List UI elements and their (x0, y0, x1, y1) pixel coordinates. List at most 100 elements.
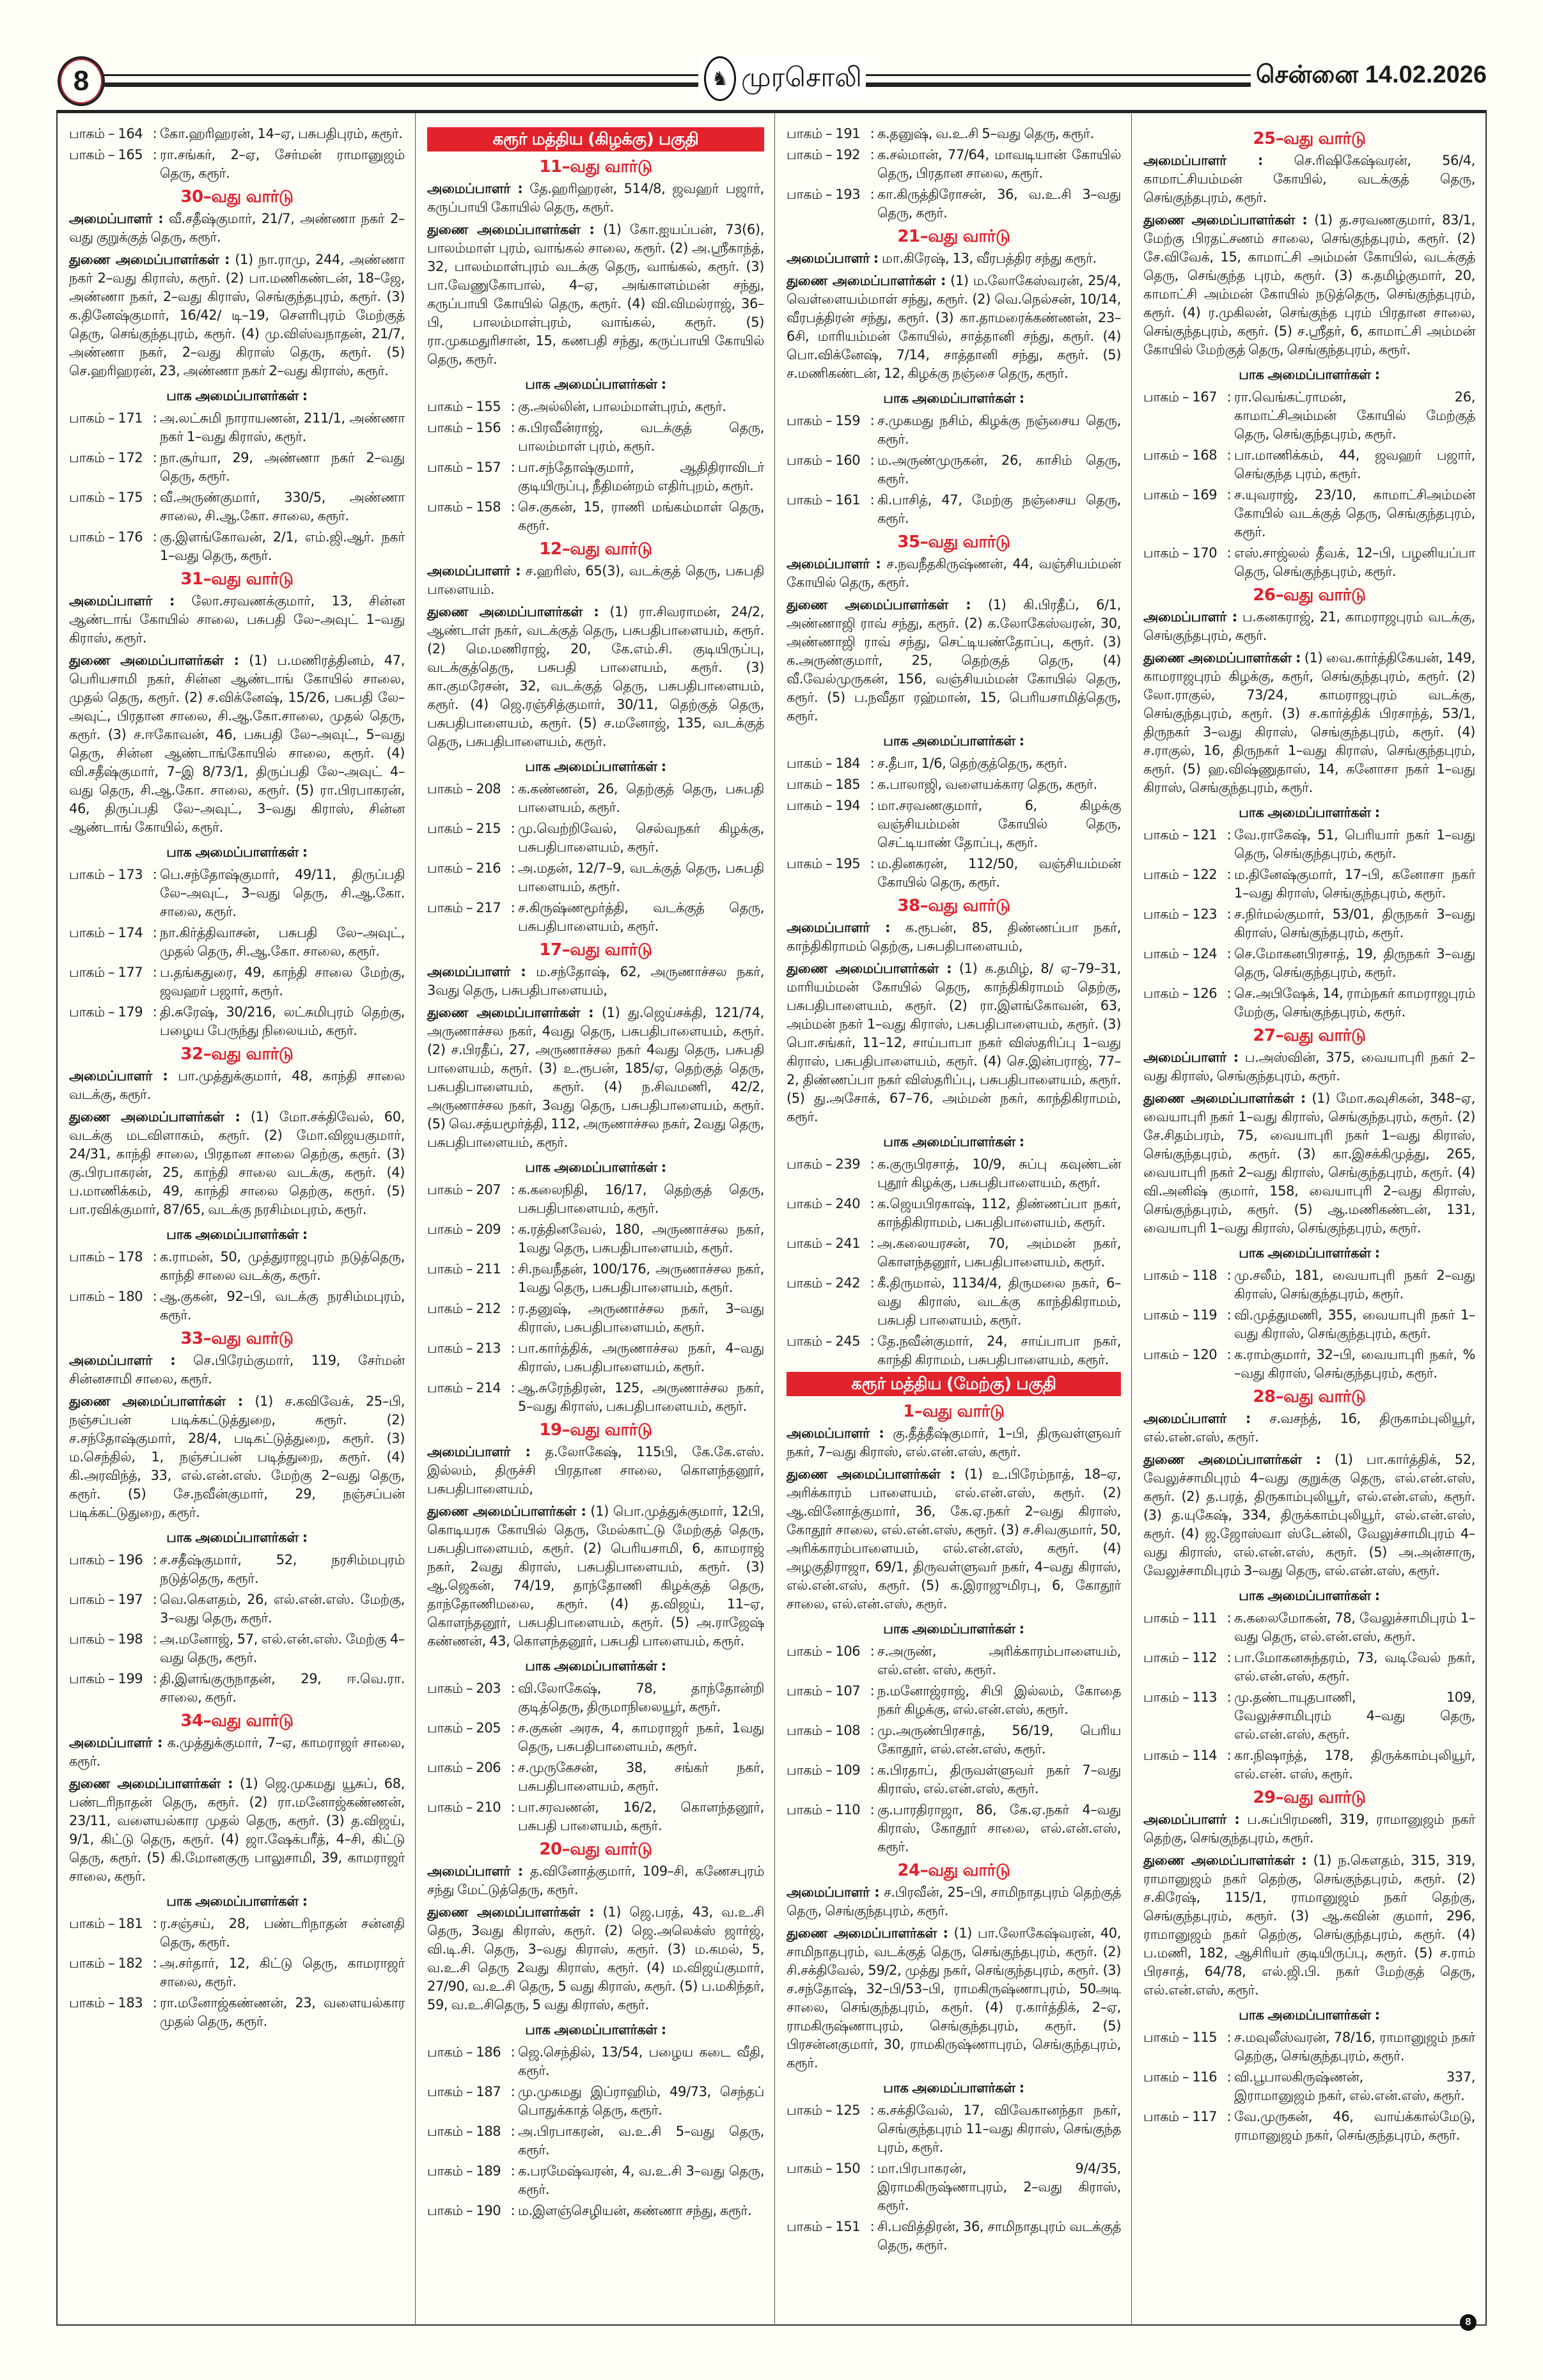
part-organizer: க.தனுஷ், வ.உ.சி 5–வது தெரு, கரூர். (877, 126, 1094, 141)
part-organizer: கு.அல்லின், பாலம்மாள்புரம், கரூர். (518, 399, 726, 414)
part-entry: பாகம் – 208: க.கண்ணன், 26, தெற்குத் தெரு,… (427, 780, 764, 817)
organizer-paragraph: அமைப்பாளர் : வீ.சதீஷ்குமார், 21/7, அண்ணா… (69, 210, 405, 247)
separator-colon: : (870, 492, 875, 508)
part-organizer: ஆ.சுரேந்திரன், 125, அருணாச்சல நகர், 5–வத… (518, 1380, 764, 1414)
part-number: பாகம் – 183 (69, 1995, 143, 2011)
separator-colon: : (1226, 906, 1232, 922)
separator-colon: : (510, 1720, 515, 1736)
part-number: பாகம் – 182 (69, 1956, 143, 1971)
part-organizer: க.கலைநிதி, 16/17, தெற்குத் தெரு, பசுபதிப… (518, 1182, 764, 1216)
organizer-details: (1) வை.கார்த்திகேயன், 149, காமராஜபுரம் க… (1143, 650, 1475, 795)
organizer-details: (1) மோ.கவுசிகன், 348–ஏ, வையாபுரி நகர் 1–… (1143, 1091, 1476, 1236)
part-organizer: அ.மதன், 12/7–9, வடக்குத் தெரு, பசுபதி பா… (518, 860, 764, 894)
role-label: அமைப்பாளர் : (69, 1068, 168, 1084)
ward-heading: 31–வது வார்டு (180, 570, 294, 589)
part-organizer: மு.முகமது இப்ராஹிம், 49/73, செந்தப் பொது… (518, 2084, 764, 2118)
column-divider (1131, 113, 1132, 2326)
part-number: பாகம் – 168 (1143, 447, 1218, 463)
organizer-paragraph: அமைப்பாளர் : ச.ஹரிஸ், 65(3), வடக்குத் தெ… (427, 562, 764, 599)
part-organizer: கு.இளங்கோவன், 2/1, எம்.ஜி.ஆர். நகர் 1–வத… (160, 529, 405, 563)
separator-colon: : (152, 1289, 157, 1304)
organizer-paragraph: அமைப்பாளர் : ப.கனகராஜ், 21, காமராஜபுரம் … (1143, 608, 1475, 645)
part-organizer: க.குருபிரசாத், 10/9, சுப்பு கவுண்டன் புத… (877, 1156, 1121, 1190)
separator-colon: : (510, 2044, 515, 2060)
ward-heading: 12–வது வார்டு (539, 540, 652, 559)
role-label: அமைப்பாளர் : (1143, 1050, 1239, 1065)
newspaper-title: முரசொலி (741, 61, 862, 93)
ward-heading: 11–வது வார்டு (539, 157, 652, 176)
separator-colon: : (152, 410, 157, 426)
part-organizer: க.கண்ணன், 26, தெற்குத் தெரு, பசுபதி பாளை… (518, 781, 764, 815)
role-label: அமைப்பாளர் : (787, 251, 879, 266)
separator-colon: : (152, 925, 157, 940)
part-number: பாகம் – 194 (787, 798, 861, 813)
part-organizers-heading: பாக அமைப்பாளர்கள் : (883, 2080, 1024, 2096)
separator-colon: : (510, 1261, 515, 1277)
part-number: பாகம் – 184 (787, 756, 861, 771)
organizer-paragraph: அமைப்பாளர் : ம.சந்தோஷ், 62, அருணாச்சல நக… (427, 963, 764, 1000)
separator-colon: : (870, 777, 875, 792)
part-number: பாகம் – 196 (69, 1552, 143, 1567)
separator-colon: : (870, 1236, 875, 1251)
part-entry: பாகம் – 239: க.குருபிரசாத், 10/9, சுப்பு … (787, 1155, 1121, 1192)
column-1: பாகம் – 164: கோ.ஹரிஹரன், 14–ஏ, பசுபதிபுரம… (58, 113, 415, 2034)
separator-colon: : (510, 900, 515, 915)
part-organizer: ம.அருண்முருகன், 26, காசிம் தெரு, கரூர். (877, 453, 1121, 486)
part-organizer: பா.சந்தோஷ்குமார், ஆதிதிராவிடர் குடியிருப… (518, 460, 764, 494)
separator-colon: : (152, 867, 157, 882)
part-organizer: க.சக்திவேல், 17, விவேகானந்தா நகர், செங்க… (877, 2103, 1121, 2155)
part-organizer: பா.மோகனசுந்தரம், 73, வடிவேல் நகர், எல்.எ… (1234, 1650, 1475, 1684)
part-organizer: செ.அபிஷேக், 14, ராம்நகர் காமராஜபுரம் மேற… (1234, 986, 1475, 1020)
part-entry: பாகம் – 216: அ.மதன், 12/7–9, வடக்குத் தெர… (427, 859, 764, 896)
role-label: அமைப்பாளர் : (427, 1863, 523, 1879)
separator-colon: : (510, 1182, 515, 1197)
page-number-badge: 8 (58, 56, 105, 106)
organizer-details: வீ.சதீஷ்குமார், 21/7, அண்ணா நகர் 2–வது க… (69, 211, 405, 245)
organizer-paragraph: துணை அமைப்பாளர்கள் : (1) ஜெ.பரத், 43, வ.… (427, 1903, 764, 2014)
part-entry: பாகம் – 158: செ.குகன், 15, ராணி மங்கம்மாள… (427, 498, 764, 535)
part-organizer: அ.சர்தார், 12, கிட்டு தெரு, காமராஜர் சால… (160, 1956, 405, 1989)
part-entry: பாகம் – 209: க.ரத்தினவேல், 180, அருணாச்சல… (427, 1220, 764, 1257)
part-number: பாகம் – 172 (69, 450, 143, 465)
part-entry: பாகம் – 164: கோ.ஹரிஹரன், 14–ஏ, பசுபதிபுரம… (69, 125, 405, 143)
masthead-rule-left (104, 74, 698, 87)
part-organizer: ப.தங்கதுரை, 49, காந்தி சாலை மேற்கு, ஜவஹர… (160, 965, 405, 999)
organizer-details: ப.அஸ்வின், 375, வையாபுரி நகர் 2–வது கிரா… (1143, 1050, 1475, 1084)
part-number: பாகம் – 115 (1143, 2030, 1218, 2045)
part-number: பாகம் – 215 (427, 821, 501, 836)
part-organizer: அ.பிரபாகரன், வ.உ.சி 5–வது தெரு, கரூர். (518, 2124, 764, 2158)
part-organizer: க.பிரதாப், திருவள்ளுவர் நகர் 7–வது கிராஸ… (877, 1762, 1121, 1796)
part-number: பாகம் – 181 (69, 1916, 143, 1931)
part-entry: பாகம் – 215: மு.வெற்றிவேல், செல்வநகர் கிழ… (427, 820, 764, 857)
part-entry: பாகம் – 203: வி.லோகேஷ், 78, தாந்தோன்றி கு… (427, 1679, 764, 1716)
lion-emblem-icon: ♞ (704, 56, 736, 101)
separator-colon: : (870, 2219, 875, 2234)
part-number: பாகம் – 170 (1143, 545, 1218, 561)
organizer-paragraph: துணை அமைப்பாளர்கள் : (1) ச.கவிவேக், 25–ப… (69, 1392, 405, 1522)
section-banner: கரூர் மத்திய (கிழக்கு) பகுதி (427, 127, 764, 152)
organizer-details: (1) த.சரவணகுமார், 83/1, மேற்கு பிரதட்சணம… (1143, 212, 1475, 357)
part-number: பாகம் – 114 (1143, 1748, 1218, 1763)
part-entry: பாகம் – 182: அ.சர்தார், 12, கிட்டு தெரு, … (69, 1954, 405, 1991)
part-entry: பாகம் – 196: ச.சதீஷ்குமார், 52, நரசிம்மபு… (69, 1551, 405, 1588)
part-organizer: தே.நவீன்குமார், 24, சாய்பாபா நகர், காந்த… (877, 1334, 1121, 1367)
separator-colon: : (152, 126, 157, 141)
part-entry: பாகம் – 119: வி.முத்துமணி, 355, வையாபுரி … (1143, 1306, 1475, 1343)
role-label: அமைப்பாளர் : (1143, 1411, 1251, 1426)
role-label: துணை அமைப்பாளர்கள் : (787, 1925, 948, 1941)
part-organizer: அ.மனோஜ், 57, எல்.என்.எஸ். மேற்கு 4–வது த… (160, 1631, 405, 1665)
separator-colon: : (152, 1249, 157, 1264)
part-number: பாகம் – 207 (427, 1182, 501, 1197)
part-number: பாகம் – 195 (787, 856, 861, 871)
part-organizer: கு.பாரதிராஜா, 86, கே.ஏ.நகர் 4–வது கிராஸ்… (877, 1802, 1121, 1855)
part-organizer: பெ.சந்தோஷ்குமார், 49/11, திருப்பதி லே–அவ… (160, 867, 405, 919)
organizer-details: மா.கிரேஷ், 13, வீரபத்திர சந்து கரூர். (882, 251, 1097, 266)
part-organizers-heading: பாக அமைப்பாளர்கள் : (525, 1160, 666, 1175)
part-entry: பாகம் – 217: ச.கிருஷ்ணமூர்த்தி, வடக்குத் … (427, 899, 764, 936)
organizer-details: கு.தீத்தீஷ்குமார், 1–பி, திருவள்ளுவர் நக… (787, 1426, 1122, 1459)
ward-heading: 38–வது வார்டு (897, 896, 1010, 915)
organizer-paragraph: அமைப்பாளர் : த.வினோத்குமார், 109–சி, கணே… (427, 1862, 764, 1899)
organizer-details: (1) க.தமிழ், 8/ ஏ–79–31, மாரியம்மன் கோயி… (787, 961, 1122, 1124)
part-entry: பாகம் – 241: அ.கலையரசன், 70, அம்மன் நகர்,… (787, 1234, 1121, 1272)
role-label: அமைப்பாளர் : (69, 1735, 162, 1750)
